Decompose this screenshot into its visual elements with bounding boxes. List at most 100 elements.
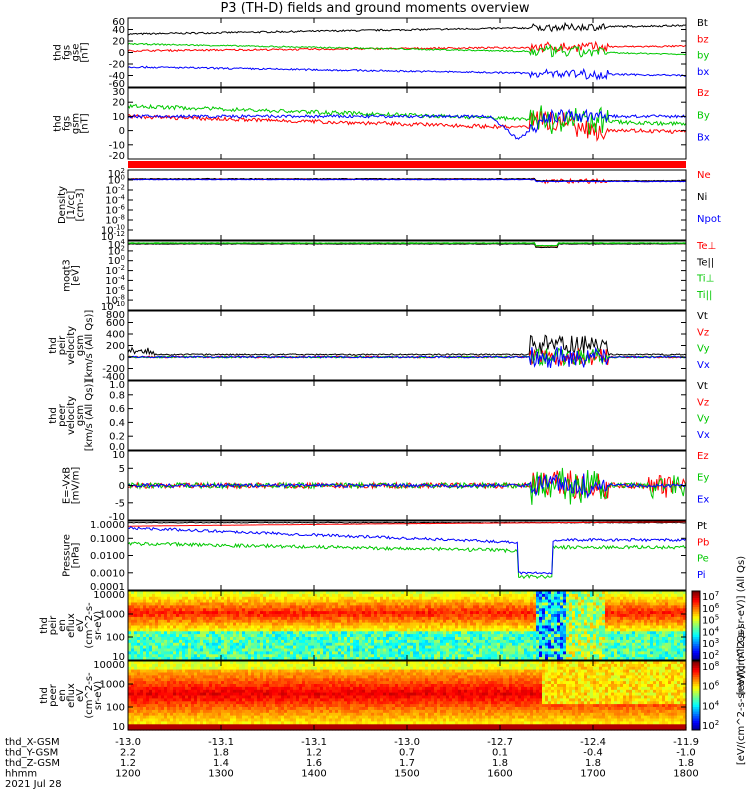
spectrogram-cell — [509, 608, 513, 612]
spectrogram-cell — [563, 654, 567, 658]
spectrogram-cell — [269, 642, 273, 647]
spectrogram-cell — [527, 628, 531, 632]
spectrogram-cell — [656, 648, 660, 652]
spectrogram-cell — [221, 637, 225, 641]
spectrogram-cell — [668, 645, 672, 650]
spectrogram-cell — [467, 599, 471, 604]
spectrogram-cell — [524, 622, 528, 627]
spectrogram-cell — [176, 614, 180, 618]
spectrogram-cell — [680, 628, 684, 632]
spectrogram-cell — [506, 596, 510, 601]
spectrogram-cell — [476, 616, 480, 621]
spectrogram-cell — [389, 591, 393, 595]
spectrogram-cell — [638, 619, 642, 624]
spectrogram-cell — [215, 599, 219, 604]
spectrogram-cell — [353, 631, 357, 635]
spectrogram-cell — [392, 625, 396, 629]
spectrogram-cell — [464, 591, 468, 595]
spectrogram-cell — [407, 625, 411, 629]
spectrogram-cell — [410, 616, 414, 621]
spectrogram-cell — [524, 605, 528, 609]
spectrogram-cell — [128, 707, 132, 711]
spectrogram-cell — [650, 619, 654, 624]
colorbar-tick-label: 104 — [702, 625, 720, 638]
spectrogram-cell — [248, 593, 252, 598]
spectrogram-cell — [419, 619, 423, 624]
spectrogram-cell — [221, 639, 225, 644]
spectrogram-cell — [623, 608, 627, 612]
spectrogram-cell — [497, 631, 501, 635]
spectrogram-cell — [203, 654, 207, 658]
spectrogram-cell — [470, 634, 474, 638]
spectrogram-cell — [143, 608, 147, 612]
spectrogram-cell — [359, 622, 363, 627]
spectrogram-cell — [326, 657, 330, 661]
spectrogram-cell — [581, 608, 585, 612]
spectrogram-cell — [365, 611, 369, 615]
spectrogram-cell — [455, 628, 459, 632]
spectrogram-cell — [401, 628, 405, 632]
spectrogram-cell — [575, 605, 579, 609]
spectrogram-cell — [572, 625, 576, 629]
spectrogram-cell — [443, 619, 447, 624]
spectrogram-cell — [341, 596, 345, 601]
spectrogram-cell — [395, 637, 399, 641]
spectrogram-cell — [641, 599, 645, 604]
spectrogram-cell — [596, 619, 600, 624]
spectrogram-cell — [500, 602, 504, 606]
spectrogram-cell — [314, 642, 318, 647]
spectrogram-cell — [314, 605, 318, 609]
spectrogram-cell — [218, 616, 222, 621]
spectrogram-cell — [623, 616, 627, 621]
spectrogram-cell — [650, 593, 654, 598]
spectrogram-cell — [323, 622, 327, 627]
spectrogram-cell — [545, 605, 549, 609]
spectrogram-cell — [170, 645, 174, 650]
spectrogram-cell — [515, 648, 519, 652]
spectrogram-cell — [509, 657, 513, 661]
spectrogram-cell — [128, 619, 132, 624]
spectrogram-cell — [665, 599, 669, 604]
spectrogram-cell — [131, 599, 135, 604]
spectrogram-cell — [206, 611, 210, 615]
spectrogram-cell — [506, 599, 510, 604]
spectrogram-cell — [323, 628, 327, 632]
spectrogram-cell — [398, 593, 402, 598]
spectrogram-cell — [671, 593, 675, 598]
spectrogram-cell — [275, 642, 279, 647]
spectrogram-cell — [482, 599, 486, 604]
spectrogram-cell — [317, 596, 321, 601]
spectrogram-cell — [458, 596, 462, 601]
spectrogram-cell — [545, 634, 549, 638]
spectrogram-cell — [617, 605, 621, 609]
spectrogram-cell — [440, 602, 444, 606]
spectrogram-cell — [530, 593, 534, 598]
spectrogram-cell — [422, 593, 426, 598]
spectrogram-cell — [599, 654, 603, 658]
spectrogram-cell — [563, 625, 567, 629]
spectrogram-cell — [353, 625, 357, 629]
colorbar-tick-label: 106 — [702, 602, 720, 615]
spectrogram-cell — [374, 619, 378, 624]
spectrogram-cell — [197, 614, 201, 618]
y-tick-label: 10 — [112, 652, 125, 663]
spectrogram-cell — [536, 611, 540, 615]
spectrogram-cell — [539, 596, 543, 601]
spectrogram-cell — [440, 619, 444, 624]
spectrogram-cell — [317, 654, 321, 658]
spectrogram-cell — [128, 675, 132, 679]
spectrogram-cell — [524, 645, 528, 650]
spectrogram-cell — [644, 631, 648, 635]
legend-entry: Vx — [697, 430, 710, 441]
spectrogram-cell — [443, 628, 447, 632]
spectrogram-cell — [263, 605, 267, 609]
spectrogram-cell — [263, 596, 267, 601]
spectrogram-cell — [425, 605, 429, 609]
spectrogram-cell — [230, 642, 234, 647]
spectrogram-cell — [431, 642, 435, 647]
spectrogram-cell — [374, 611, 378, 615]
spectrogram-cell — [155, 616, 159, 621]
spectrogram-cell — [581, 619, 585, 624]
spectrogram-cell — [395, 654, 399, 658]
spectrogram-cell — [212, 619, 216, 624]
